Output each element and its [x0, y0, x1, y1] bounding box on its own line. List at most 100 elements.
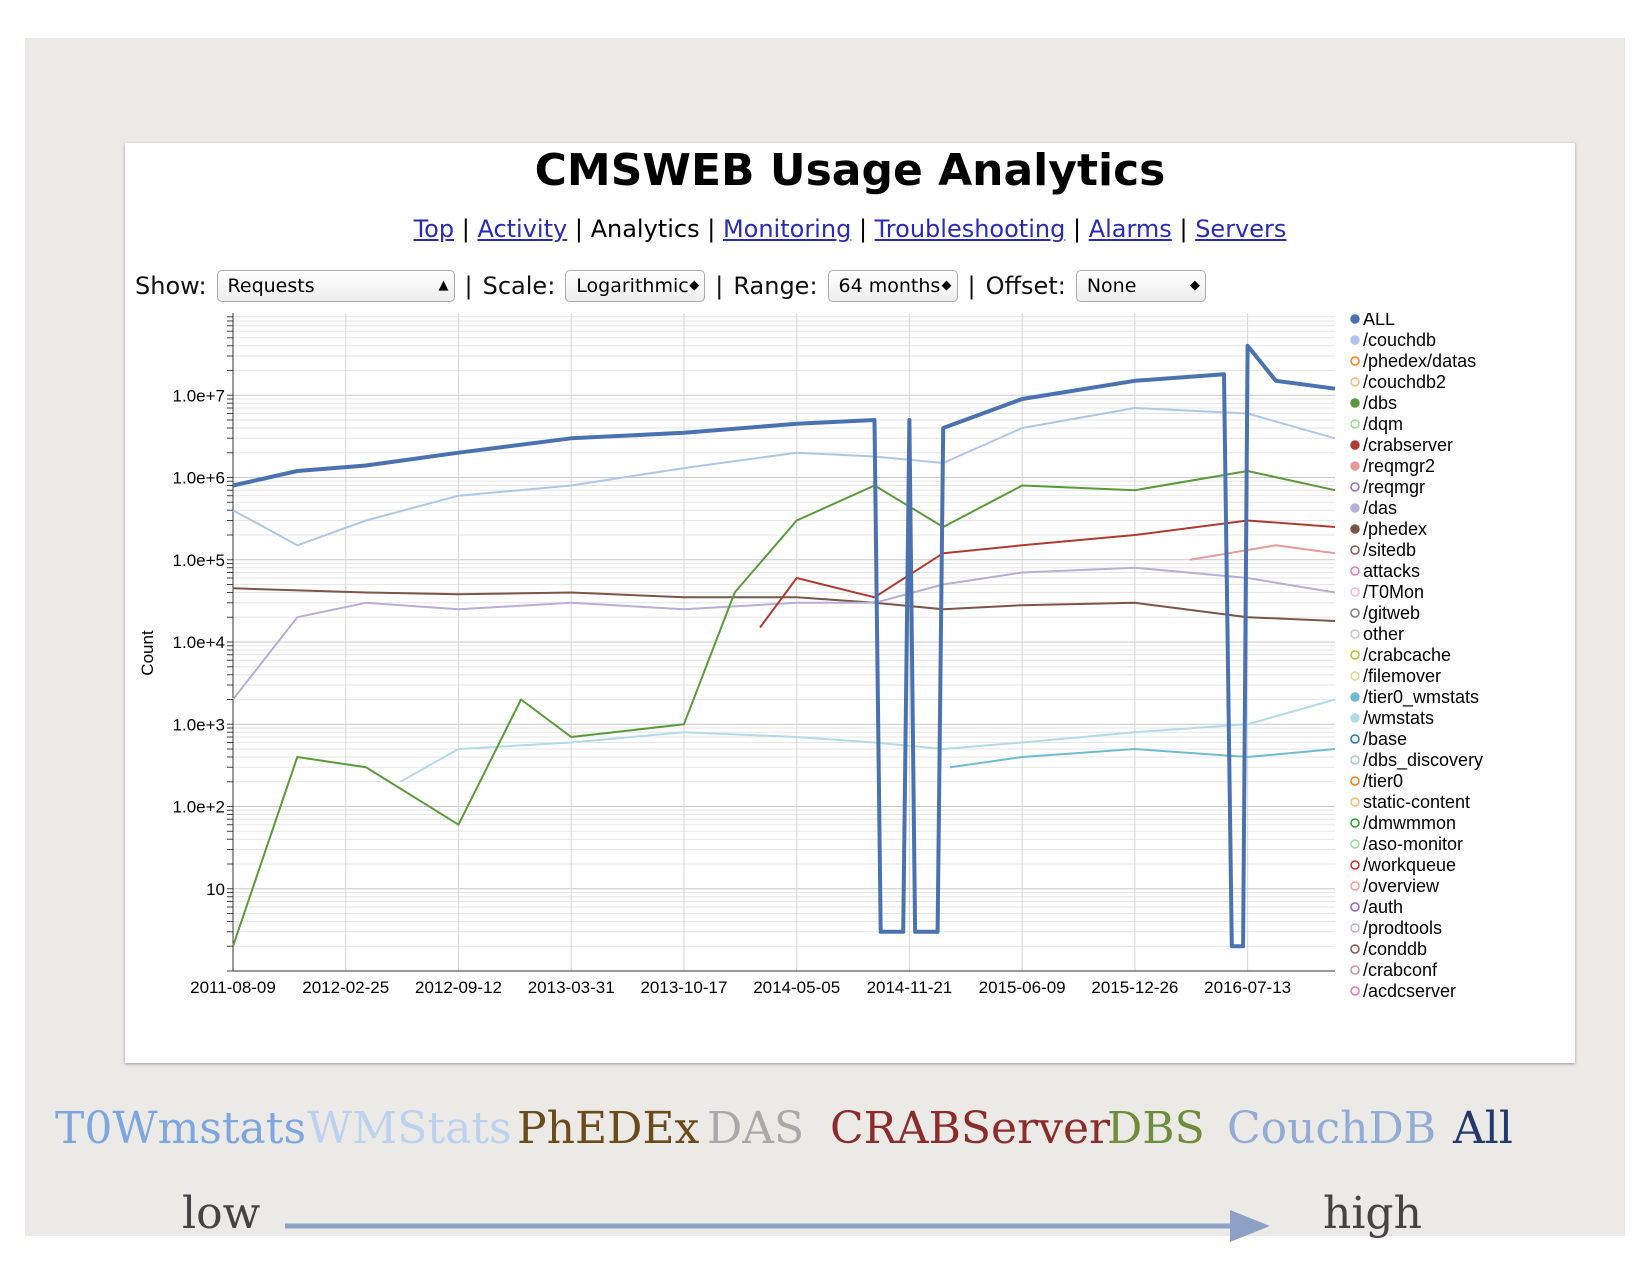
legend-label: /acdcserver [1363, 981, 1456, 1001]
intensity-scale: low high [25, 1188, 1625, 1258]
x-tick-label: 2014-05-05 [753, 978, 840, 997]
nav-separator: | [1072, 215, 1082, 243]
legend-marker [1350, 524, 1360, 534]
offset-select[interactable]: None ◆ [1075, 270, 1206, 302]
scale-select[interactable]: Logarithmic ◆ [565, 270, 706, 302]
legend-marker [1350, 629, 1360, 639]
series-line-crabserver [759, 519, 1336, 629]
legend-marker [1350, 671, 1360, 681]
y-axis-label: Count [138, 630, 157, 676]
nav-bar: Top | Activity | Analytics | Monitoring … [125, 215, 1575, 243]
controls-bar: Show: Requests ▲ | Scale: Logarithmic ◆ | … [135, 266, 1206, 306]
legend-marker [1350, 461, 1360, 471]
legend-label: /prodtools [1363, 918, 1442, 938]
legend-label: /crabconf [1363, 960, 1438, 980]
select-arrows-icon: ◆ [941, 278, 952, 293]
legend-marker [1350, 713, 1360, 723]
select-arrows-icon: ◆ [1189, 278, 1200, 293]
scale-arrow-icon [285, 1210, 1270, 1242]
legend-label: static-content [1363, 792, 1470, 812]
y-tick-label: 1.0e+5 [173, 551, 225, 570]
legend-marker [1350, 986, 1360, 996]
nav-separator: | [858, 215, 868, 243]
nav-monitoring[interactable]: Monitoring [722, 215, 852, 243]
legend-label: /wmstats [1363, 708, 1434, 728]
x-tick-label: 2016-07-13 [1204, 978, 1291, 997]
y-tick-label: 1.0e+3 [173, 715, 225, 734]
legend: ALL/couchdb/phedex/datas/couchdb2/dbs/dq… [1350, 313, 1483, 1001]
key-label-phedex: PhEDEx [517, 1103, 700, 1154]
legend-marker [1350, 818, 1360, 828]
show-label: Show: [135, 272, 207, 300]
series-line-das [232, 566, 1336, 701]
page-title: CMSWEB Usage Analytics [534, 145, 1166, 196]
legend-marker [1350, 566, 1360, 576]
legend-label: attacks [1363, 561, 1420, 581]
x-tick-label: 2015-12-26 [1091, 978, 1178, 997]
nav-servers[interactable]: Servers [1195, 215, 1287, 243]
legend-marker [1350, 440, 1360, 450]
legend-marker [1350, 356, 1360, 366]
controls-separator: | [464, 272, 473, 300]
key-label-all: All [1453, 1103, 1513, 1154]
legend-label: /overview [1363, 876, 1440, 896]
scale-label: Scale: [482, 272, 556, 300]
legend-marker [1350, 587, 1360, 597]
legend-label: /workqueue [1363, 855, 1456, 875]
legend-marker [1350, 314, 1360, 324]
y-tick-label: 1.0e+7 [173, 386, 225, 405]
legend-marker [1350, 923, 1360, 933]
series-line-couchdb [232, 407, 1336, 547]
x-tick-label: 2011-08-09 [190, 978, 276, 997]
legend-label: other [1363, 624, 1404, 644]
offset-label: Offset: [985, 272, 1066, 300]
usage-chart: Count 2011-08-09 2012-02-25 2012-09-12 2013… [138, 313, 1483, 1001]
range-select-value: 64 months [838, 275, 941, 297]
legend-label: /reqmgr [1363, 477, 1425, 497]
legend-marker [1350, 335, 1360, 345]
legend-label: /conddb [1363, 939, 1427, 959]
legend-marker [1350, 419, 1360, 429]
legend-marker [1350, 776, 1360, 786]
legend-label: /dbs [1363, 393, 1397, 413]
x-tick-label: 2012-09-12 [415, 978, 502, 997]
series-line-tier0-wmstats [949, 748, 1336, 769]
legend-marker [1350, 902, 1360, 912]
nav-separator: | [1179, 215, 1188, 243]
legend-label: /tier0 [1363, 771, 1403, 791]
legend-label: /dmwmmon [1363, 813, 1456, 833]
legend-marker [1350, 839, 1360, 849]
legend-label: /dqm [1363, 414, 1403, 434]
key-label-das: DAS [707, 1103, 805, 1154]
legend-label: /T0Mon [1363, 582, 1424, 602]
legend-marker [1350, 650, 1360, 660]
x-tick-label: 2015-06-09 [979, 978, 1066, 997]
legend-label: /das [1363, 498, 1397, 518]
nav-separator: | [574, 215, 583, 243]
offset-select-value: None [1086, 275, 1137, 297]
show-select[interactable]: Requests ▲ [216, 270, 455, 302]
scale-high-label: high [1323, 1188, 1422, 1239]
legend-label: /crabserver [1363, 435, 1453, 455]
controls-separator: | [967, 272, 976, 300]
nav-alarms[interactable]: Alarms [1088, 215, 1172, 243]
series-line-dbs [232, 470, 1336, 947]
legend-label: /aso-monitor [1363, 834, 1463, 854]
analytics-panel: CMSWEB Usage Analytics Top | Activity | … [125, 143, 1575, 1063]
legend-marker [1350, 965, 1360, 975]
legend-label: /phedex [1363, 519, 1427, 539]
slide-background: CMSWEB Usage Analytics Top | Activity | … [25, 38, 1625, 1242]
x-tick-label: 2013-03-31 [528, 978, 615, 997]
legend-marker [1350, 545, 1360, 555]
nav-top[interactable]: Top [413, 215, 455, 243]
controls-separator: | [715, 272, 724, 300]
range-select[interactable]: 64 months ◆ [827, 270, 958, 302]
select-arrows-icon: ◆ [689, 278, 700, 293]
nav-troubleshooting[interactable]: Troubleshooting [874, 215, 1066, 243]
legend-marker [1350, 734, 1360, 744]
nav-activity[interactable]: Activity [477, 215, 568, 243]
select-arrows-icon: ▲ [438, 278, 449, 293]
series-line-reqmgr2 [1189, 544, 1336, 561]
nav-separator: | [707, 215, 716, 243]
key-label-couchdb: CouchDB [1227, 1103, 1437, 1154]
